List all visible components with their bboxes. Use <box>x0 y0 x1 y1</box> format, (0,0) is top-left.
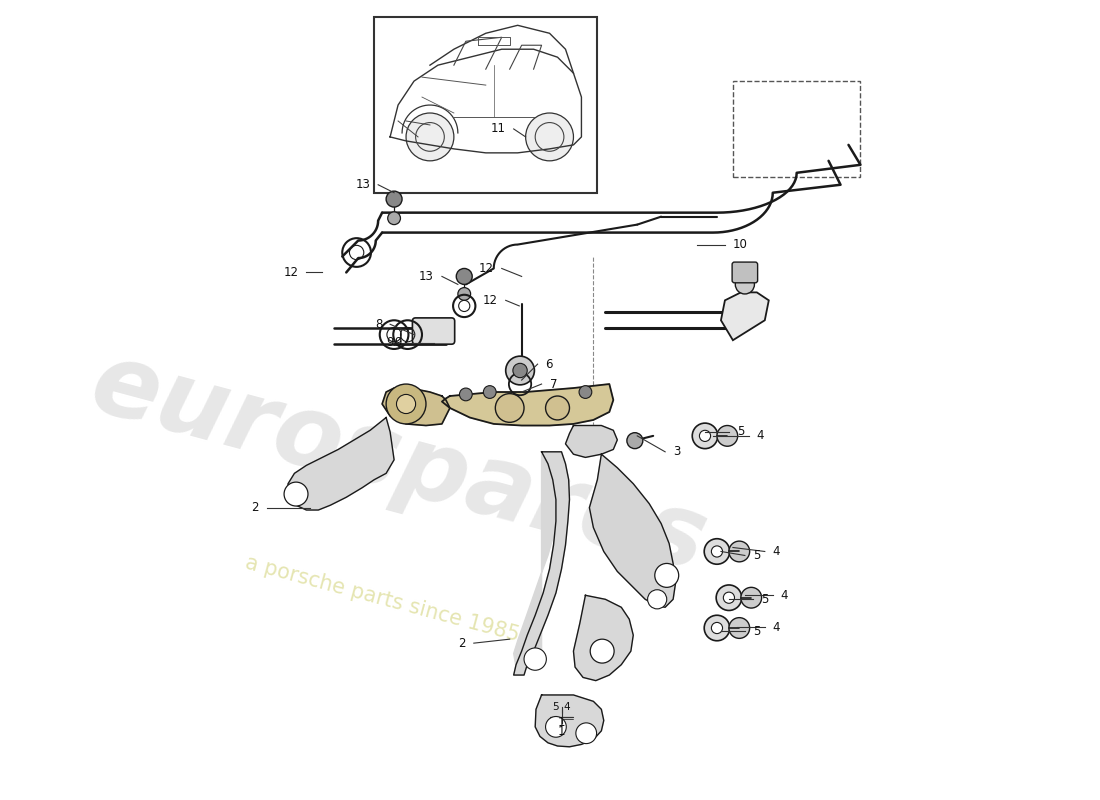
Circle shape <box>495 394 524 422</box>
Circle shape <box>506 356 535 385</box>
Circle shape <box>284 482 308 506</box>
Polygon shape <box>382 388 450 426</box>
Text: 4: 4 <box>564 702 571 712</box>
Circle shape <box>579 386 592 398</box>
Text: 13: 13 <box>355 178 371 191</box>
Circle shape <box>724 592 735 603</box>
Circle shape <box>460 388 472 401</box>
Polygon shape <box>536 695 604 746</box>
Circle shape <box>483 386 496 398</box>
Polygon shape <box>514 452 570 675</box>
Text: 3: 3 <box>673 446 681 458</box>
Circle shape <box>735 275 755 294</box>
Text: 4: 4 <box>773 621 780 634</box>
Polygon shape <box>514 454 559 671</box>
Text: 2: 2 <box>251 501 258 514</box>
Text: a porsche parts since 1985: a porsche parts since 1985 <box>243 553 521 646</box>
Circle shape <box>627 433 642 449</box>
Text: 4: 4 <box>773 545 780 558</box>
Circle shape <box>546 717 566 738</box>
Circle shape <box>591 639 614 663</box>
Circle shape <box>692 423 718 449</box>
Circle shape <box>576 723 596 744</box>
FancyBboxPatch shape <box>412 318 454 344</box>
Circle shape <box>526 113 573 161</box>
Polygon shape <box>442 384 614 426</box>
Text: 5: 5 <box>752 549 760 562</box>
Circle shape <box>524 648 547 670</box>
Circle shape <box>546 396 570 420</box>
Circle shape <box>387 212 400 225</box>
Circle shape <box>704 538 729 564</box>
Circle shape <box>717 426 738 446</box>
Text: 5: 5 <box>761 593 768 606</box>
FancyBboxPatch shape <box>733 262 758 283</box>
Circle shape <box>654 563 679 587</box>
Text: 4: 4 <box>757 430 764 442</box>
Circle shape <box>456 269 472 285</box>
Text: 4: 4 <box>781 589 789 602</box>
Text: 5: 5 <box>737 426 745 438</box>
Text: 10: 10 <box>733 238 748 251</box>
Circle shape <box>513 363 527 378</box>
Text: 7: 7 <box>550 378 557 390</box>
Polygon shape <box>288 418 394 510</box>
Circle shape <box>458 287 471 300</box>
Text: 5: 5 <box>752 625 760 638</box>
Circle shape <box>741 587 761 608</box>
Polygon shape <box>565 426 617 458</box>
Circle shape <box>712 546 723 557</box>
Text: 12: 12 <box>478 262 494 275</box>
Circle shape <box>716 585 741 610</box>
Circle shape <box>648 590 667 609</box>
Circle shape <box>406 113 454 161</box>
Text: eurospares: eurospares <box>80 335 716 593</box>
Text: 12: 12 <box>483 294 497 307</box>
Circle shape <box>729 541 749 562</box>
Circle shape <box>729 618 749 638</box>
Text: 9: 9 <box>395 336 403 349</box>
Text: 5: 5 <box>552 702 559 712</box>
Text: 8: 8 <box>375 318 382 330</box>
Circle shape <box>396 394 416 414</box>
Circle shape <box>386 384 426 424</box>
Polygon shape <box>573 595 634 681</box>
Circle shape <box>712 622 723 634</box>
Polygon shape <box>590 454 675 607</box>
Text: 13: 13 <box>419 270 433 283</box>
Polygon shape <box>720 292 769 340</box>
Text: 12: 12 <box>284 266 298 279</box>
Bar <box>733 81 860 177</box>
Text: 2: 2 <box>459 637 465 650</box>
Text: 9: 9 <box>386 336 394 349</box>
Text: 6: 6 <box>546 358 553 370</box>
Circle shape <box>700 430 711 442</box>
Bar <box>374 18 597 193</box>
Circle shape <box>386 191 403 207</box>
Text: 1: 1 <box>558 726 565 738</box>
Text: 11: 11 <box>491 122 506 135</box>
Text: 1: 1 <box>558 716 565 730</box>
Circle shape <box>704 615 729 641</box>
